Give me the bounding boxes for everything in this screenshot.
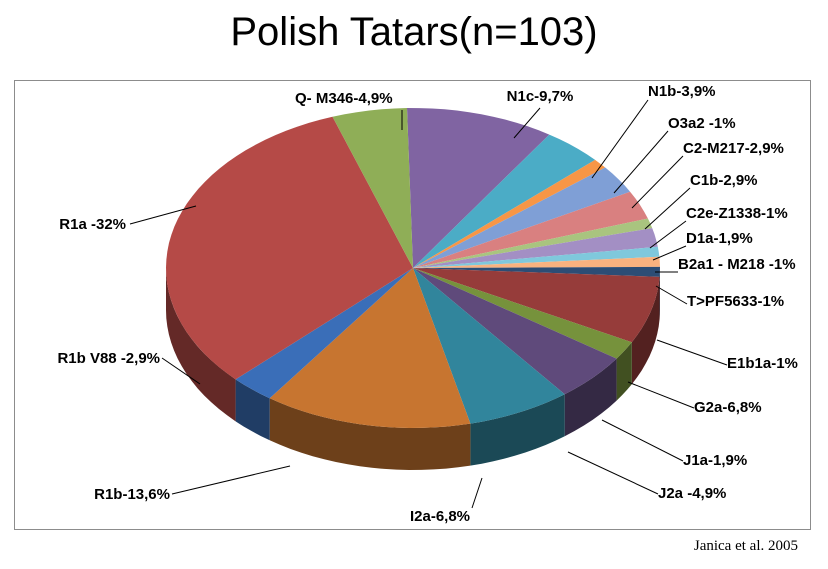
pie-side-r1b-v88-2-9	[235, 379, 270, 441]
slice-label-o3a2-1: O3a2 -1%	[668, 115, 736, 132]
leader-line-g2a-6-8	[627, 381, 695, 409]
slice-label-j1a-1-9: J1a-1,9%	[683, 452, 747, 469]
pie-slice-n1b-3-9	[413, 134, 596, 268]
pie-slice-q-m346-4-9	[332, 108, 413, 268]
slice-label-i2a-6-8: I2a-6,8%	[410, 508, 470, 525]
slice-label-e1b1a-1: E1b1a-1%	[727, 355, 798, 372]
slice-label-d1a-1-9: D1a-1,9%	[686, 230, 753, 247]
plot-area-frame	[14, 80, 811, 530]
pie-slice-c2e-z1338-1	[413, 218, 653, 268]
slice-label-c2-m217-2-9: C2-M217-2,9%	[683, 140, 784, 157]
pie-slice-b2a1-m218-1	[413, 246, 660, 268]
leader-line-n1c-9-7	[513, 107, 541, 139]
leader-line-r1a-32	[129, 205, 197, 225]
leader-line-c2-m217-2-9	[631, 155, 684, 209]
leader-line-r1b-v88-2-9	[161, 357, 201, 385]
pie-side-r1a-32	[166, 268, 236, 422]
leader-line-t-pf5633-1	[655, 285, 688, 305]
leader-line-c2e-z1338-1	[649, 220, 687, 249]
pie-slice-e1b1a-1	[413, 266, 660, 277]
pie-side-g2a-6-8	[631, 276, 660, 385]
leader-line-n1b-3-9	[591, 99, 649, 179]
pie-slice-c2-m217-2-9	[413, 167, 631, 268]
pie-side-r1b-13-6	[269, 398, 471, 470]
leader-line-o3a2-1	[613, 130, 669, 194]
pie-slice-o3a2-1	[413, 159, 606, 268]
slice-label-r1b-13-6: R1b-13,6%	[94, 486, 170, 503]
slice-label-j2a-4-9: J2a -4,9%	[658, 485, 726, 502]
pie-slice-t-pf5633-1	[413, 256, 660, 268]
slice-label-c1b-2-9: C1b-2,9%	[690, 172, 758, 189]
pie-slice-j2a-4-9	[413, 268, 617, 395]
leader-line-r1b-13-6	[171, 465, 291, 495]
pie-slice-n1c-9-7	[407, 108, 550, 268]
leader-line-j1a-1-9	[601, 419, 684, 462]
pie-slice-d1a-1-9	[413, 228, 658, 268]
slice-label-r1b-v88-2-9: R1b V88 -2,9%	[57, 350, 160, 367]
slice-label-t-pf5633-1: T>PF5633-1%	[687, 293, 784, 310]
leader-line-c1b-2-9	[644, 187, 691, 230]
slice-label-g2a-6-8: G2a-6,8%	[694, 399, 762, 416]
slice-label-b2a1-m218-1: B2a1 - M218 -1%	[678, 256, 796, 273]
pie-slice-c1b-2-9	[413, 191, 648, 268]
chart-title: Polish Tatars(n=103)	[230, 10, 598, 54]
slice-label-r1a-32: R1a -32%	[59, 216, 126, 233]
leader-lines-layer	[129, 99, 728, 509]
pie-slice-j1a-1-9	[413, 268, 632, 359]
slice-labels-layer: N1c-9,7% N1b-3,9% O3a2 -1% C2-M217-2,9% C1b-…	[57, 83, 797, 525]
pie-side-i2a-6-8	[470, 394, 565, 466]
slice-label-c2e-z1338-1: C2e-Z1338-1%	[686, 205, 788, 222]
leader-line-d1a-1-9	[652, 245, 687, 261]
slice-label-q-m346-4-9: Q- M346-4,9%	[295, 90, 393, 107]
pie-sides-layer	[166, 268, 660, 470]
pie-slice-g2a-6-8	[413, 268, 660, 343]
pie-tops-layer	[166, 108, 660, 428]
leader-line-e1b1a-1	[656, 339, 728, 366]
pie-side-j2a-4-9	[564, 358, 617, 437]
slice-label-n1c-9-7: N1c-9,7%	[507, 88, 574, 105]
leader-line-i2a-6-8	[471, 477, 483, 509]
pie-slice-r1a-32	[166, 116, 413, 380]
pie-slice-i2a-6-8	[413, 268, 565, 424]
pie-slice-r1b-13-6	[269, 268, 471, 428]
pie-slice-r1b-v88-2-9	[235, 268, 413, 399]
pie-side-j1a-1-9	[616, 342, 632, 401]
leader-line-j2a-4-9	[567, 451, 659, 495]
slice-label-n1b-3-9: N1b-3,9%	[648, 83, 716, 100]
source-note: Janica et al. 2005	[693, 538, 798, 554]
